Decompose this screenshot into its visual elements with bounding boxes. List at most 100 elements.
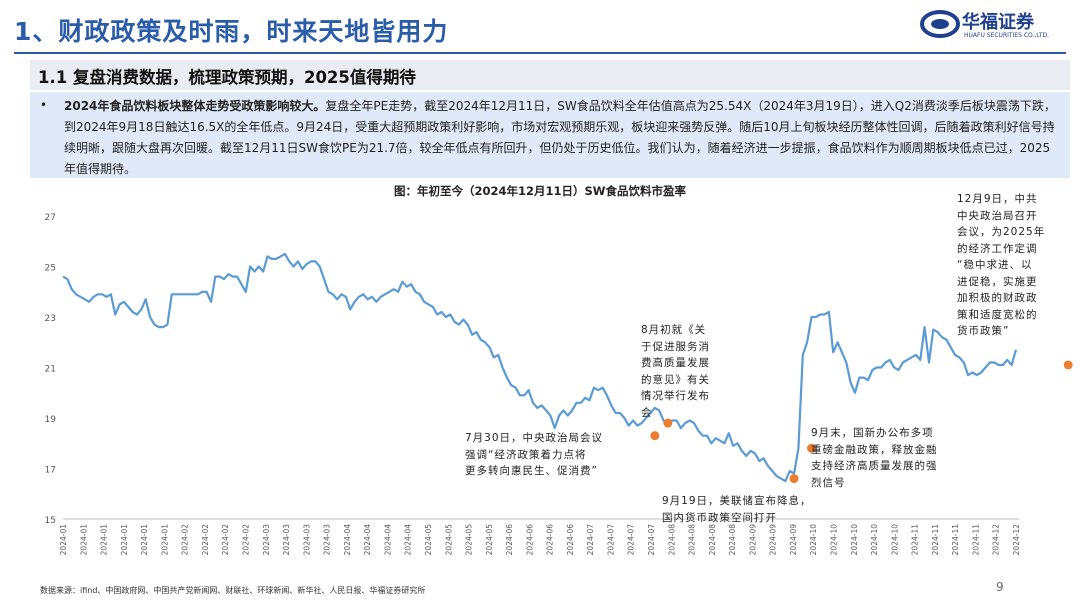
x-tick-label: 2024-09 bbox=[769, 524, 778, 556]
annotation-line: 支持经济高质量发展的强 bbox=[811, 460, 938, 472]
description-box bbox=[30, 92, 1070, 178]
annotation-line: 8月初就《关 bbox=[641, 324, 707, 336]
x-tick-label: 2024-04 bbox=[383, 524, 392, 556]
x-tick-label: 2024-07 bbox=[647, 524, 656, 556]
x-tick-label: 2024-09 bbox=[789, 524, 798, 556]
y-tick-label: 21 bbox=[45, 365, 56, 375]
company-logo: 华福证券 HUAFU SECURITIES CO.,LTD. bbox=[920, 8, 1070, 44]
annotation-line: 中央政治局召开 bbox=[957, 209, 1038, 222]
page-number: 9 bbox=[996, 580, 1004, 594]
chart-title: 图：年初至今（2024年12月11日）SW食品饮料市盈率 bbox=[394, 184, 686, 198]
x-tick-label: 2024-02 bbox=[201, 524, 210, 556]
x-tick-label: 2024-10 bbox=[850, 524, 859, 556]
annotation-line: 费高质量发展 bbox=[641, 357, 710, 369]
series-line-pe bbox=[62, 252, 1018, 483]
x-tick-label: 2024-08 bbox=[688, 524, 697, 556]
logo-emblem-icon bbox=[920, 10, 960, 38]
annotation-line: 于促进服务消 bbox=[641, 340, 710, 353]
annotation-line: 会议，为2025年 bbox=[957, 226, 1046, 238]
x-tick-label: 2024-05 bbox=[465, 524, 474, 556]
x-tick-label: 2024-02 bbox=[221, 524, 230, 556]
x-tick-label: 2024-05 bbox=[485, 524, 494, 556]
section-subtitle: 1.1 复盘消费数据，梳理政策预期，2025值得期待 bbox=[38, 68, 416, 87]
x-tick-label: 2024-12 bbox=[992, 524, 1001, 556]
x-tick-label: 2024-06 bbox=[525, 524, 534, 556]
annotation-line: 12月9日，中共 bbox=[957, 193, 1038, 205]
x-tick-label: 2024-08 bbox=[667, 524, 676, 556]
x-tick-label: 2024-08 bbox=[728, 524, 737, 556]
annotation-july30: 7月30日，中央政治局会议 强调“经济政策着力点将 更多转向惠民生、促消费” bbox=[465, 430, 603, 480]
annotation-line: 进促稳，实施更 bbox=[957, 275, 1038, 288]
event-marker bbox=[806, 443, 816, 453]
x-tick-label: 2024-07 bbox=[586, 524, 595, 556]
annotation-line: 会 bbox=[641, 406, 653, 419]
x-tick-label: 2024-09 bbox=[748, 524, 757, 556]
header-divider bbox=[14, 52, 1066, 54]
x-tick-label: 2024-05 bbox=[444, 524, 453, 556]
x-tick-label: 2024-01 bbox=[140, 524, 149, 556]
annotation-line: 的经济工作定调 bbox=[957, 242, 1038, 255]
page-title: 1、财政政策及时雨，时来天地皆用力 bbox=[14, 17, 449, 46]
annotation-line: 重磅金融政策，释放金融 bbox=[811, 443, 938, 456]
annotation-line: 国内货币政策空间打开 bbox=[662, 511, 777, 524]
x-tick-label: 2024-06 bbox=[566, 524, 575, 556]
annotation-sepend: 9月末，国新办公布多项 重磅金融政策，释放金融 支持经济高质量发展的强 烈信号 bbox=[811, 425, 938, 491]
y-tick-label: 27 bbox=[45, 213, 56, 223]
y-tick-label: 23 bbox=[45, 314, 56, 324]
x-tick-label: 2024-03 bbox=[282, 524, 291, 556]
x-tick-label: 2024-07 bbox=[627, 524, 636, 556]
annotation-line: 策和适度宽松的 bbox=[957, 308, 1038, 321]
annotation-line: 货币政策” bbox=[957, 325, 1010, 337]
x-tick-label: 2024-04 bbox=[404, 524, 413, 556]
annotation-line: 强调“经济政策着力点将 bbox=[465, 448, 587, 461]
description-body: 复盘全年PE走势，截至2024年12月11日，SW食品饮料全年估值高点为25.5… bbox=[64, 99, 1056, 176]
x-tick-label: 2024-03 bbox=[302, 524, 311, 556]
event-marker bbox=[789, 474, 799, 484]
annotation-line: 情况举行发布 bbox=[641, 390, 710, 402]
data-source: 数据来源：ifind、中国政府网、中国共产党新闻网、财联社、环球新闻、新华社、人… bbox=[40, 586, 426, 595]
x-tick-label: 2024-04 bbox=[363, 524, 372, 556]
annotation-sep19: 9月19日，美联储宣布降息， 国内货币政策空间打开 bbox=[662, 493, 812, 526]
annotation-line: 9月末，国新办公布多项 bbox=[811, 427, 934, 439]
y-tick-label: 19 bbox=[45, 415, 57, 425]
x-tick-label: 2024-06 bbox=[505, 524, 514, 556]
annotation-line: 7月30日，中央政治局会议 bbox=[465, 432, 604, 444]
description-lead: 2024年食品饮料板块整体走势受政策影响较大。 bbox=[64, 99, 326, 113]
event-marker bbox=[1063, 360, 1073, 370]
x-tick-label: 2024-01 bbox=[120, 524, 129, 556]
y-tick-label: 15 bbox=[45, 516, 56, 526]
x-tick-label: 2024-12 bbox=[1012, 524, 1021, 556]
x-tick-label: 2024-01 bbox=[59, 524, 68, 556]
annotation-line: 9月19日，美联储宣布降息， bbox=[662, 495, 812, 507]
annotation-line: “稳中求进、以 bbox=[957, 259, 1033, 271]
x-tick-label: 2024-01 bbox=[100, 524, 109, 556]
event-marker bbox=[650, 431, 660, 441]
subtitle-bar bbox=[30, 60, 1070, 90]
annotation-dec9: 12月9日，中共 中央政治局召开 会议，为2025年 的经济工作定调 “稳中求进、以 进促… bbox=[957, 191, 1045, 340]
x-tick-label: 2024-11 bbox=[951, 524, 960, 556]
logo-name-cn: 华福证券 bbox=[962, 12, 1034, 33]
x-tick-label: 2024-01 bbox=[160, 524, 169, 556]
event-marker bbox=[663, 418, 673, 428]
logo-name-en: HUAFU SECURITIES CO.,LTD. bbox=[964, 32, 1050, 39]
x-tick-label: 2024-08 bbox=[708, 524, 717, 556]
x-tick-label: 2024-05 bbox=[424, 524, 433, 556]
x-tick-label: 2024-06 bbox=[546, 524, 555, 556]
x-tick-label: 2024-07 bbox=[606, 524, 615, 556]
x-tick-label: 2024-03 bbox=[323, 524, 332, 556]
annotation-line: 加积极的财政政 bbox=[957, 292, 1038, 304]
x-tick-label: 2024-10 bbox=[830, 524, 839, 556]
y-tick-label: 25 bbox=[45, 264, 56, 274]
x-tick-label: 2024-11 bbox=[971, 524, 980, 556]
x-tick-label: 2024-11 bbox=[931, 524, 940, 556]
annotation-line: 更多转向惠民生、促消费” bbox=[465, 465, 598, 477]
x-tick-label: 2024-11 bbox=[911, 524, 920, 556]
annotation-aug: 8月初就《关 于促进服务消 费高质量发展 的意见》有关 情况举行发布会 bbox=[641, 322, 710, 421]
description-text: 2024年食品饮料板块整体走势受政策影响较大。复盘全年PE走势，截至2024年1… bbox=[64, 96, 1058, 180]
x-tick-label: 2024-04 bbox=[343, 524, 352, 556]
annotation-line: 的意见》有关 bbox=[641, 373, 710, 386]
description-bullet: • bbox=[40, 98, 48, 112]
x-tick-label: 2024-03 bbox=[262, 524, 271, 556]
x-tick-label: 2024-01 bbox=[79, 524, 88, 556]
